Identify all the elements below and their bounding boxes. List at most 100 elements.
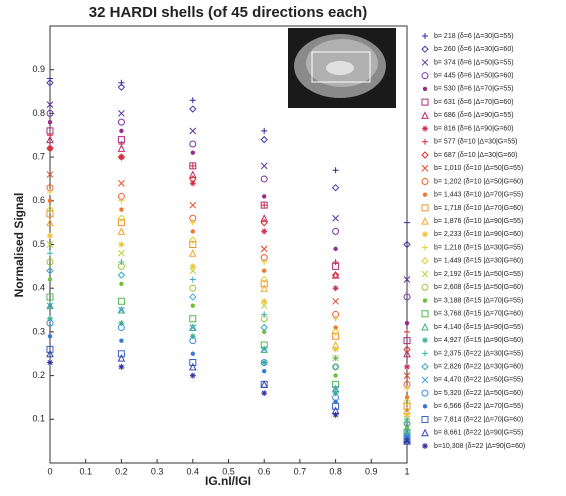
legend-label: b= 631 (δ=6 |Δ=70|G=60)	[434, 99, 514, 106]
marker	[333, 215, 339, 221]
legend-item: b= 2,826 (δ=22 |Δ=30|G=60)	[422, 363, 523, 370]
legend-label: b= 445 (δ=6 |Δ=50|G=60)	[434, 73, 514, 80]
x-tick-label: 0.6	[258, 466, 271, 476]
legend-label: b= 1,718 (δ=10 |Δ=70|G=60)	[434, 205, 523, 212]
marker	[333, 285, 339, 291]
legend-label: b= 1,449 (δ=15 |Δ=30|G=60)	[434, 258, 523, 265]
marker	[404, 329, 410, 335]
marker	[423, 193, 427, 197]
marker	[118, 154, 124, 160]
marker	[190, 276, 196, 282]
marker	[47, 250, 53, 256]
marker	[261, 285, 267, 291]
legend-item: b= 530 (δ=6 |Δ=70|G=55)	[423, 86, 514, 93]
legend-item: b=10,308 (δ=22 |Δ=90|G=60)	[422, 443, 525, 450]
marker	[190, 128, 196, 134]
marker	[422, 46, 428, 52]
legend-item: b= 4,927 (δ=15 |Δ=90|G=60)	[422, 337, 523, 344]
legend-label: b= 260 (δ=6 |Δ=30|G=60)	[434, 46, 514, 53]
marker	[261, 215, 267, 221]
marker	[422, 165, 428, 171]
series	[47, 250, 410, 422]
legend-item: b= 1,218 (δ=15 |Δ=30|G=55)	[422, 244, 523, 251]
legend-item: b= 218 (δ=6 |Δ=30|G=55)	[422, 33, 514, 40]
marker	[422, 311, 428, 317]
marker	[119, 207, 123, 211]
legend-label: b= 577 (δ=10 |Δ=30|G=55)	[434, 139, 517, 146]
marker	[333, 329, 339, 335]
x-tick-label: 1	[404, 466, 409, 476]
series	[48, 277, 409, 430]
marker	[190, 97, 196, 103]
y-tick-label: 0.2	[32, 370, 45, 380]
marker	[422, 59, 428, 65]
legend-label: b= 1,218 (δ=15 |Δ=30|G=55)	[434, 244, 523, 251]
x-tick-label: 0.1	[79, 466, 92, 476]
marker	[118, 180, 124, 186]
marker	[48, 334, 52, 338]
marker	[48, 277, 52, 281]
legend-item: b= 1,718 (δ=10 |Δ=70|G=60)	[422, 205, 523, 212]
inset-callosum	[326, 61, 354, 75]
legend-item: b= 1,010 (δ=10 |Δ=50|G=55)	[422, 165, 523, 172]
x-tick-label: 0.7	[294, 466, 307, 476]
y-tick-label: 0.4	[32, 283, 45, 293]
marker	[333, 167, 339, 173]
series	[47, 220, 410, 414]
marker	[422, 231, 428, 237]
y-axis-label: Normalised Signal	[12, 193, 26, 298]
marker	[118, 298, 124, 304]
marker	[190, 285, 196, 291]
legend-item: b= 1,449 (δ=15 |Δ=30|G=60)	[422, 258, 523, 265]
marker	[261, 246, 267, 252]
legend-item: b= 687 (δ=10 |Δ=30|G=60)	[422, 152, 517, 159]
marker	[119, 282, 123, 286]
legend-item: b= 2,192 (δ=15 |Δ=50|G=55)	[422, 271, 523, 278]
marker	[422, 390, 428, 396]
series	[48, 120, 409, 325]
legend-label: b= 7,814 (δ=22 |Δ=70|G=60)	[434, 416, 523, 423]
marker	[118, 228, 124, 234]
x-tick-label: 0.2	[115, 466, 128, 476]
marker	[190, 163, 196, 169]
marker	[422, 73, 428, 79]
marker	[261, 228, 267, 234]
series	[47, 145, 410, 369]
x-tick-label: 0.3	[151, 466, 164, 476]
legend-label: b= 2,233 (δ=10 |Δ=90|G=60)	[434, 231, 523, 238]
marker	[422, 377, 428, 383]
legend-item: b= 3,188 (δ=15 |Δ=70|G=55)	[423, 297, 523, 304]
marker	[191, 303, 195, 307]
marker	[333, 228, 339, 234]
marker	[118, 80, 124, 86]
series	[47, 320, 410, 440]
legend-label: b= 3,768 (δ=15 |Δ=70|G=60)	[434, 311, 523, 318]
legend-label: b= 2,375 (δ=22 |Δ=30|G=55)	[434, 350, 523, 357]
series	[47, 145, 410, 352]
legend-item: b= 816 (δ=6 |Δ=90|G=60)	[422, 125, 514, 132]
series	[47, 102, 410, 283]
marker	[422, 139, 428, 145]
series	[47, 316, 410, 440]
marker	[119, 338, 123, 342]
marker	[333, 185, 339, 191]
series	[47, 172, 410, 379]
x-tick-label: 0.5	[222, 466, 235, 476]
legend-item: b= 2,233 (δ=10 |Δ=90|G=60)	[422, 231, 523, 238]
x-tick-label: 0.4	[187, 466, 200, 476]
marker	[261, 276, 267, 282]
marker	[422, 284, 428, 290]
x-tick-label: 0	[47, 466, 52, 476]
marker	[422, 324, 428, 330]
marker	[190, 242, 196, 248]
legend-label: b= 1,202 (δ=10 |Δ=50|G=60)	[434, 178, 523, 185]
marker	[191, 229, 195, 233]
marker	[262, 369, 266, 373]
marker	[422, 430, 428, 436]
marker	[333, 412, 339, 418]
marker	[190, 141, 196, 147]
marker	[48, 120, 52, 124]
marker	[118, 119, 124, 125]
marker	[333, 298, 339, 304]
legend-label: b= 530 (δ=6 |Δ=70|G=55)	[434, 86, 514, 93]
